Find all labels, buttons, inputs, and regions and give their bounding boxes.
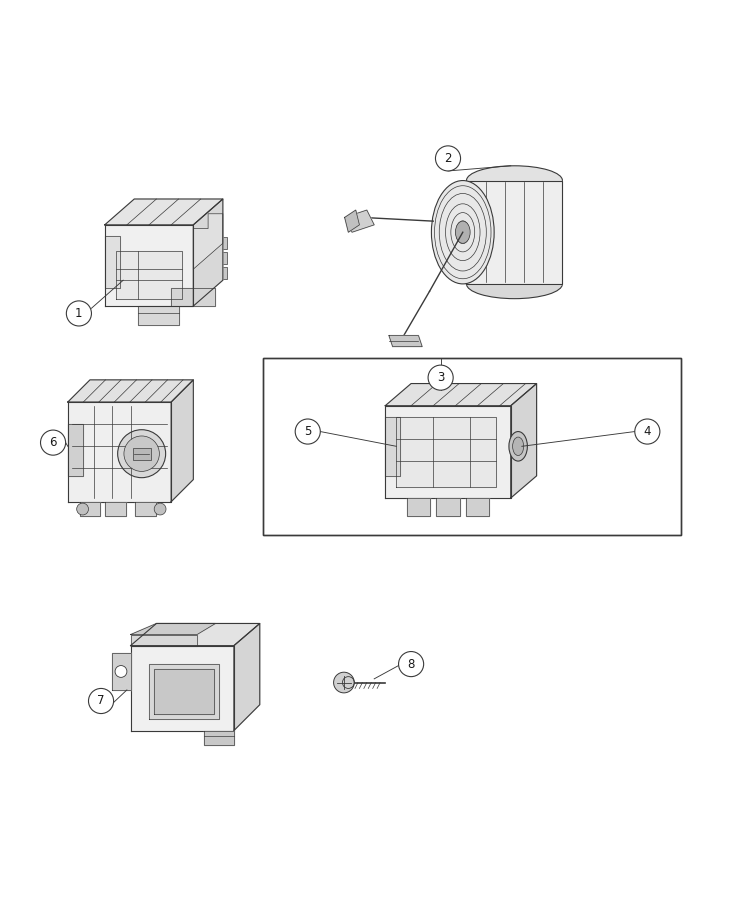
Text: 3: 3 [437, 371, 445, 384]
Polygon shape [466, 498, 489, 517]
Ellipse shape [456, 221, 470, 243]
Polygon shape [149, 664, 219, 719]
Polygon shape [511, 383, 536, 498]
Text: 1: 1 [75, 307, 83, 320]
Circle shape [333, 672, 354, 693]
Circle shape [76, 503, 88, 515]
Polygon shape [104, 225, 193, 306]
Polygon shape [171, 288, 216, 306]
Polygon shape [68, 424, 82, 476]
Text: 4: 4 [644, 425, 651, 438]
Polygon shape [79, 501, 100, 517]
Ellipse shape [467, 269, 562, 299]
Polygon shape [193, 214, 223, 269]
Polygon shape [104, 199, 223, 225]
Polygon shape [104, 236, 119, 288]
Polygon shape [385, 383, 536, 406]
Circle shape [88, 688, 113, 714]
Circle shape [428, 365, 453, 391]
Polygon shape [385, 417, 400, 476]
Bar [264, 357, 680, 535]
Ellipse shape [118, 429, 166, 478]
Text: 8: 8 [408, 658, 415, 670]
Polygon shape [130, 634, 197, 645]
Polygon shape [154, 670, 214, 715]
Polygon shape [130, 624, 216, 634]
Polygon shape [112, 653, 130, 690]
Polygon shape [345, 210, 359, 232]
Polygon shape [138, 306, 179, 325]
Polygon shape [205, 731, 234, 745]
Circle shape [635, 419, 660, 444]
Bar [216, 238, 227, 249]
Polygon shape [68, 402, 171, 501]
Ellipse shape [124, 436, 159, 472]
Ellipse shape [513, 437, 524, 455]
Polygon shape [385, 406, 511, 498]
Polygon shape [345, 210, 374, 232]
Circle shape [154, 503, 166, 515]
Text: 6: 6 [50, 436, 57, 449]
Polygon shape [436, 498, 460, 517]
Text: 5: 5 [304, 425, 311, 438]
Polygon shape [396, 417, 496, 487]
Text: 7: 7 [97, 695, 104, 707]
Circle shape [115, 666, 127, 678]
Text: 2: 2 [445, 152, 452, 165]
Bar [133, 448, 150, 460]
Polygon shape [389, 336, 422, 346]
Polygon shape [68, 380, 193, 402]
Bar [216, 252, 227, 264]
Polygon shape [407, 498, 431, 517]
Polygon shape [116, 251, 182, 299]
Polygon shape [105, 501, 126, 517]
Polygon shape [130, 624, 260, 645]
Polygon shape [135, 501, 156, 517]
Ellipse shape [509, 431, 528, 461]
Circle shape [295, 419, 320, 444]
Circle shape [67, 301, 91, 326]
Bar [216, 267, 227, 279]
Circle shape [436, 146, 461, 171]
Circle shape [41, 430, 66, 455]
Ellipse shape [467, 166, 562, 195]
Ellipse shape [431, 181, 494, 284]
Polygon shape [171, 380, 193, 501]
Circle shape [399, 652, 424, 677]
Bar [264, 357, 680, 535]
Polygon shape [234, 624, 260, 731]
Polygon shape [130, 645, 234, 731]
Polygon shape [467, 181, 562, 284]
Polygon shape [193, 199, 223, 306]
